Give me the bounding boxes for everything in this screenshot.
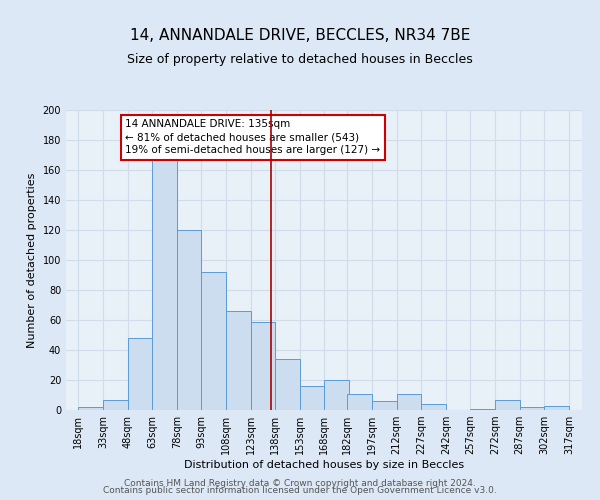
Bar	[202, 272, 226, 410]
Text: 14 ANNANDALE DRIVE: 135sqm
← 81% of detached houses are smaller (543)
19% of sem: 14 ANNANDALE DRIVE: 135sqm ← 81% of deta…	[125, 119, 380, 156]
Bar	[325, 380, 349, 410]
Bar	[226, 311, 251, 410]
Bar	[275, 359, 300, 410]
Bar	[128, 338, 152, 410]
Bar	[251, 322, 275, 410]
Bar	[103, 400, 128, 410]
Bar	[421, 404, 446, 410]
Text: Size of property relative to detached houses in Beccles: Size of property relative to detached ho…	[127, 54, 473, 66]
Bar	[152, 160, 177, 410]
Bar	[495, 400, 520, 410]
Text: Contains public sector information licensed under the Open Government Licence v3: Contains public sector information licen…	[103, 486, 497, 495]
Bar	[347, 394, 372, 410]
Bar	[177, 230, 202, 410]
Bar	[372, 401, 397, 410]
Bar	[470, 408, 495, 410]
Bar	[79, 407, 103, 410]
Bar	[544, 406, 569, 410]
X-axis label: Distribution of detached houses by size in Beccles: Distribution of detached houses by size …	[184, 460, 464, 470]
Bar	[397, 394, 421, 410]
Text: 14, ANNANDALE DRIVE, BECCLES, NR34 7BE: 14, ANNANDALE DRIVE, BECCLES, NR34 7BE	[130, 28, 470, 42]
Bar	[300, 386, 325, 410]
Y-axis label: Number of detached properties: Number of detached properties	[27, 172, 37, 348]
Text: Contains HM Land Registry data © Crown copyright and database right 2024.: Contains HM Land Registry data © Crown c…	[124, 478, 476, 488]
Bar	[520, 407, 544, 410]
